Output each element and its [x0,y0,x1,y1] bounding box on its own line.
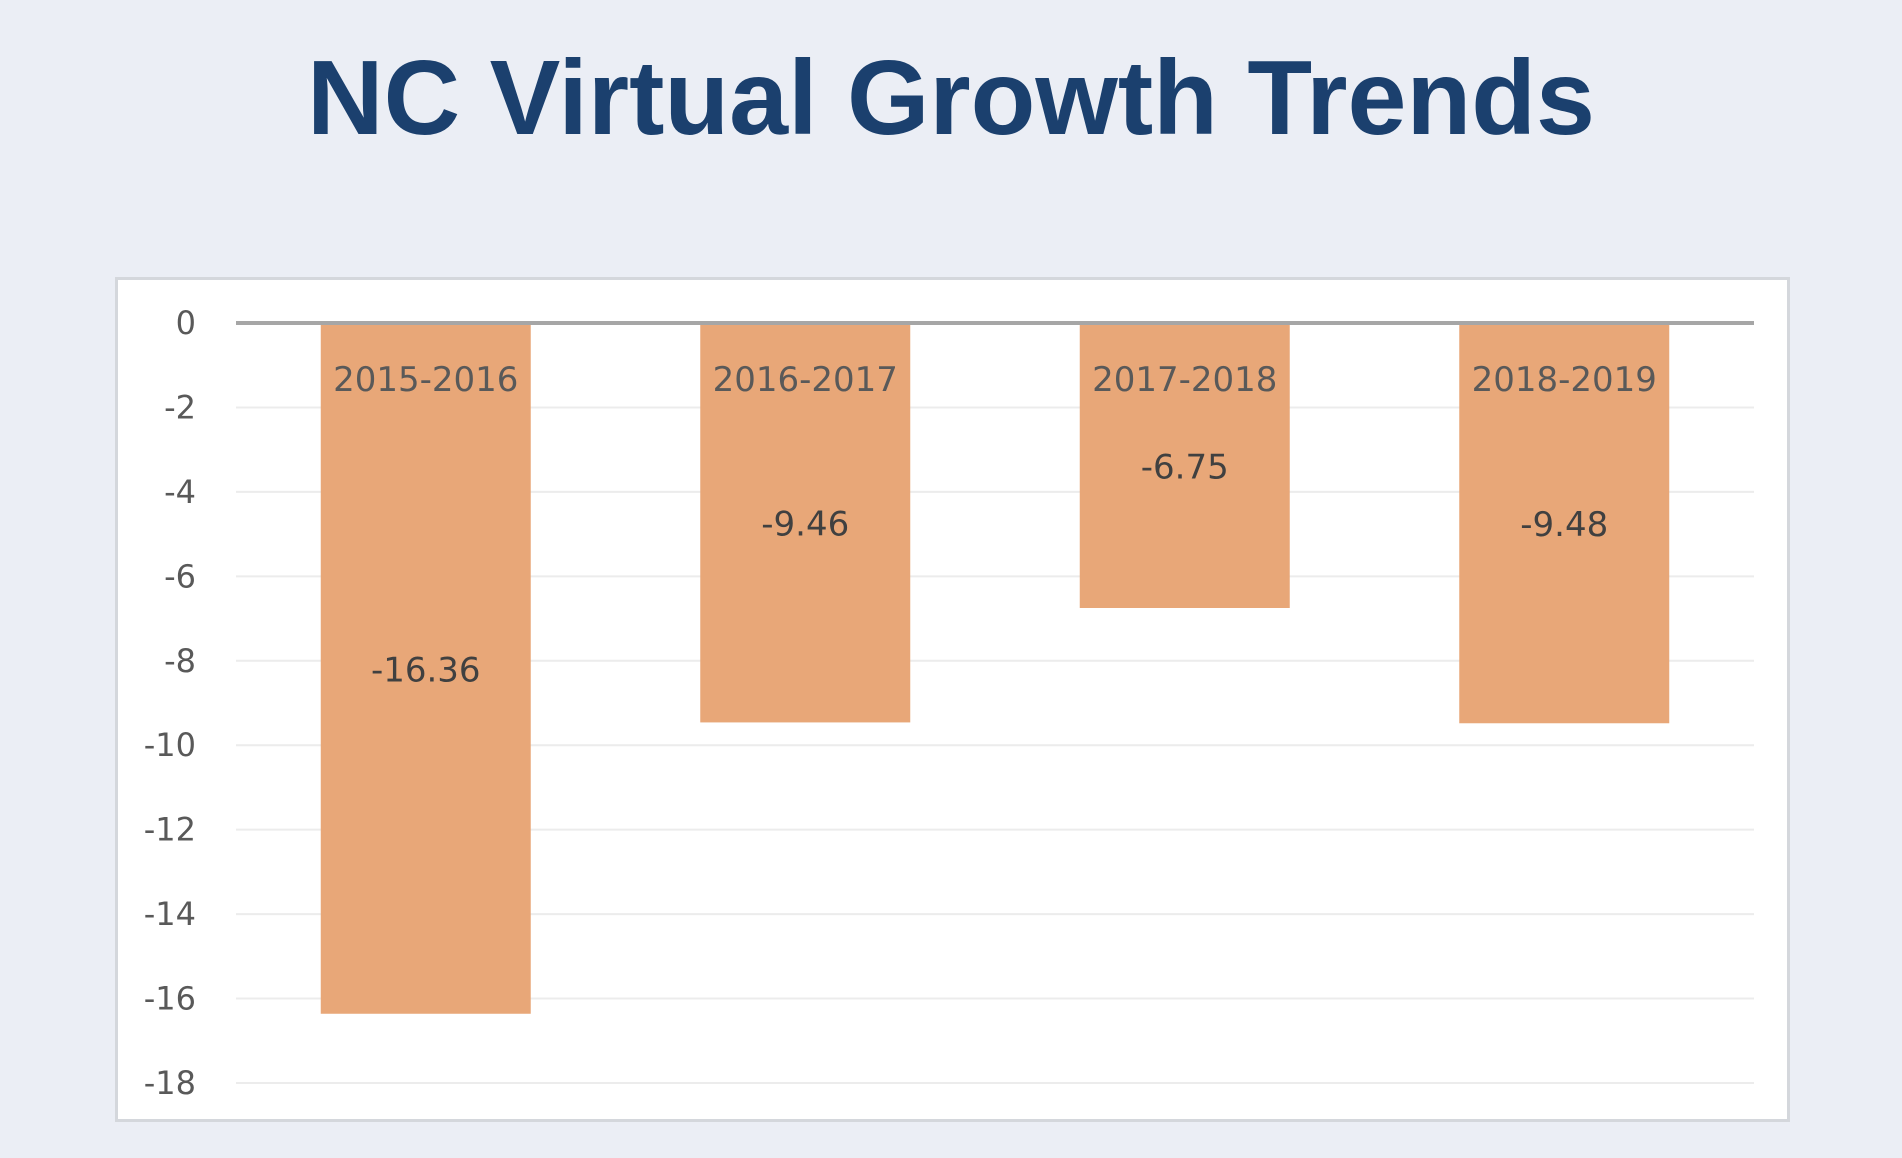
category-label: 2017-2018 [1092,360,1277,400]
data-label: -9.48 [1520,505,1608,545]
data-label: -16.36 [371,650,481,690]
y-tick-label: -4 [164,473,196,511]
y-tick-label: -8 [164,642,196,680]
y-tick-label: -10 [144,726,196,764]
category-label: 2018-2019 [1472,360,1657,400]
category-label: 2016-2017 [713,360,898,400]
y-tick-label: 0 [176,304,196,342]
y-tick-label: -16 [144,980,196,1018]
bar-labels: 2015-2016 -16.36 2016-2017 -9.46 2017-2018 -6… [333,360,1657,690]
category-label: 2015-2016 [333,360,518,400]
data-label: -6.75 [1141,448,1229,488]
y-tick-label: -6 [164,557,196,595]
bar [1459,323,1670,724]
y-tick-label: -18 [144,1064,196,1102]
y-tick-label: -2 [164,388,196,426]
bar [320,323,531,1014]
slide-title: NC Virtual Growth Trends [307,39,1595,157]
y-axis-ticks: 0 -2 -4 -6 -8 -10 -12 -14 -16 -18 [144,304,196,1102]
chart-frame: 0 -2 -4 -6 -8 -10 -12 -14 -16 -18 2015-2016 -16.36… [115,277,1790,1122]
bar [1079,323,1290,608]
data-label: -9.46 [761,505,849,545]
y-tick-label: -12 [144,811,196,849]
y-tick-label: -14 [144,895,196,933]
bar-chart: 0 -2 -4 -6 -8 -10 -12 -14 -16 -18 2015-2016 -16.36… [144,304,1754,1102]
bars [320,323,1670,1014]
bar [700,323,911,723]
